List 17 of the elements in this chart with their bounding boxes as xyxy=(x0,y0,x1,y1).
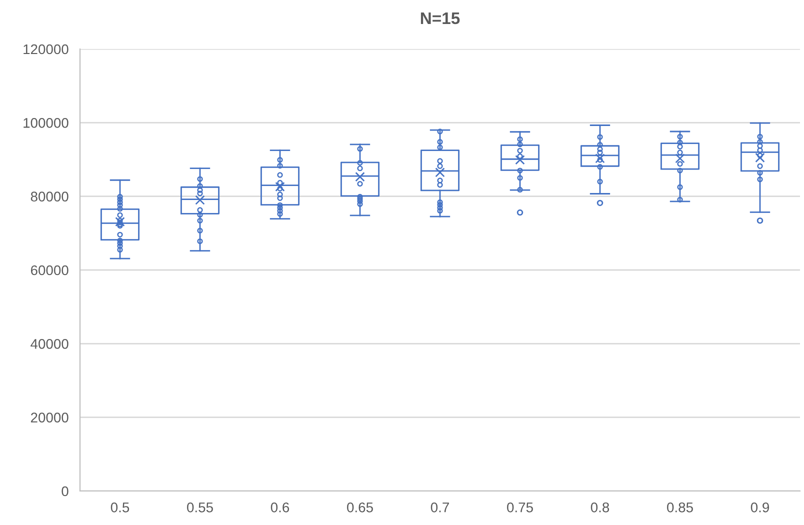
x-tick-label: 0.65 xyxy=(347,502,373,512)
x-tick-label: 0.9 xyxy=(750,502,769,512)
y-tick-label: 120000 xyxy=(24,44,68,54)
y-tick-label: 100000 xyxy=(24,118,68,128)
y-tick-label: 60000 xyxy=(30,265,68,276)
x-tick-label: 0.5 xyxy=(110,502,130,512)
y-tick-label: 0 xyxy=(62,486,68,496)
x-tick-label: 0.6 xyxy=(270,502,290,512)
x-tick-label: 0.75 xyxy=(507,502,533,512)
y-tick-label: 40000 xyxy=(30,339,68,349)
x-tick-label: 0.85 xyxy=(667,502,693,512)
x-tick-label: 0.55 xyxy=(187,502,213,512)
x-tick-label: 0.8 xyxy=(590,502,610,512)
chart-title: N=15 xyxy=(420,12,460,24)
y-tick-label: 80000 xyxy=(30,192,68,202)
y-tick-label: 20000 xyxy=(30,412,68,423)
x-tick-label: 0.7 xyxy=(430,502,449,512)
